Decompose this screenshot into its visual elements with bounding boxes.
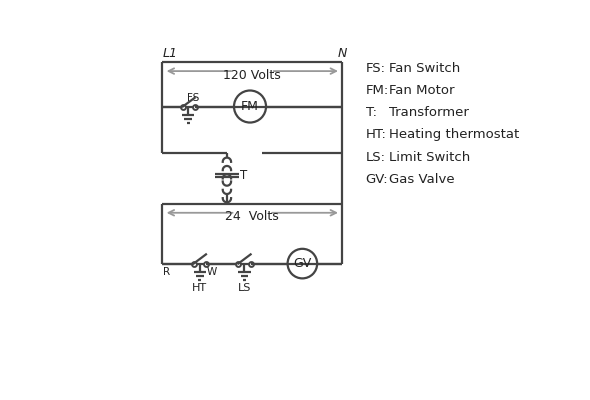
Text: T: T — [240, 169, 247, 182]
Text: GV: GV — [293, 257, 312, 270]
Text: L1: L1 — [162, 47, 177, 60]
Text: FS:: FS: — [366, 62, 385, 75]
Text: Fan Motor: Fan Motor — [389, 84, 454, 97]
Text: Heating thermostat: Heating thermostat — [389, 128, 519, 141]
Text: FS: FS — [187, 94, 199, 104]
Text: Fan Switch: Fan Switch — [389, 62, 460, 75]
Text: 24  Volts: 24 Volts — [225, 210, 279, 223]
Text: FM:: FM: — [366, 84, 389, 97]
Text: Gas Valve: Gas Valve — [389, 173, 454, 186]
Text: FM: FM — [241, 100, 259, 113]
Text: HT: HT — [192, 283, 207, 293]
Text: GV:: GV: — [366, 173, 388, 186]
Text: Limit Switch: Limit Switch — [389, 150, 470, 164]
Text: HT:: HT: — [366, 128, 386, 141]
Text: R: R — [163, 267, 170, 277]
Text: LS:: LS: — [366, 150, 385, 164]
Text: 120 Volts: 120 Volts — [224, 69, 281, 82]
Text: T:: T: — [366, 106, 376, 119]
Text: Transformer: Transformer — [389, 106, 468, 119]
Text: W: W — [206, 267, 217, 277]
Text: LS: LS — [238, 283, 251, 293]
Text: N: N — [337, 47, 347, 60]
